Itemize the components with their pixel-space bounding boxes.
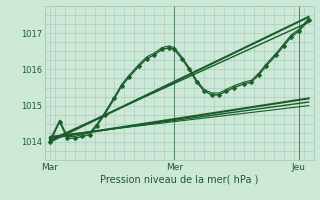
- X-axis label: Pression niveau de la mer( hPa ): Pression niveau de la mer( hPa ): [100, 175, 258, 185]
